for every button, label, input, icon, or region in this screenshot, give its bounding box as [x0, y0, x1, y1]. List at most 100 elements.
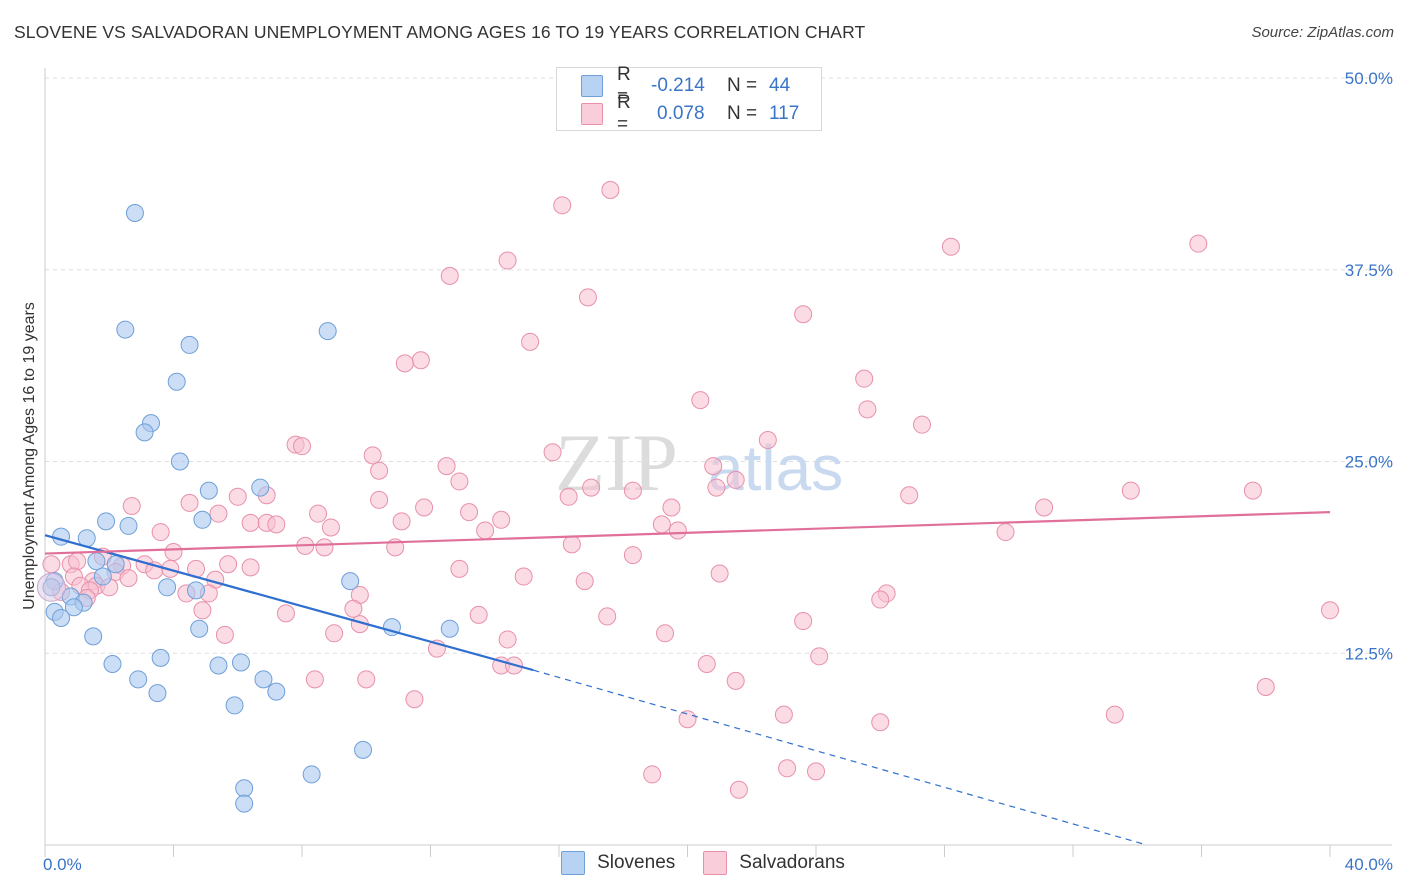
salvadorans-point — [498, 630, 517, 649]
legend-row-salvadorans: R = 0.078 N = 117 — [581, 92, 800, 135]
salvadorans-point — [913, 415, 932, 434]
salvadorans-point — [164, 543, 183, 562]
slovenes-point — [129, 670, 148, 689]
salvadorans-point — [514, 567, 533, 586]
salvadorans-point — [450, 559, 469, 578]
salvadorans-point — [575, 572, 594, 591]
y-axis-label: Unemployment Among Ages 16 to 19 years — [21, 302, 38, 610]
salvadorans-point — [704, 457, 723, 476]
salvadorans-point — [656, 624, 675, 643]
slovenes-point — [231, 653, 250, 672]
watermark: ZIP atlas — [555, 417, 843, 508]
salvadorans-point — [392, 512, 411, 531]
slovenes-point — [148, 684, 167, 703]
slovenes-point — [341, 572, 360, 591]
salvadorans-trend-line — [44, 511, 1331, 555]
slovenes-point — [119, 516, 138, 535]
salvadorans-point — [543, 443, 562, 462]
slovenes-point — [87, 552, 106, 571]
n-label: N = — [727, 103, 758, 124]
salvadorans-point — [415, 498, 434, 517]
slovenes-point — [97, 512, 116, 531]
n-label: N = — [727, 75, 758, 96]
slovenes-points — [36, 203, 459, 813]
r-value: -0.214 — [651, 75, 705, 96]
salvadorans-point — [193, 601, 212, 620]
slovenes-point — [254, 670, 273, 689]
slovenes-point — [235, 779, 254, 798]
salvadorans-legend-label: Salvadorans — [739, 852, 845, 873]
salvadorans-point — [411, 351, 430, 370]
salvadorans-point — [469, 605, 488, 624]
legend-item-slovenes[interactable]: Slovenes — [561, 851, 675, 875]
salvadorans-point — [309, 504, 328, 523]
salvadorans-point — [305, 670, 324, 689]
salvadorans-point — [794, 305, 813, 324]
salvadorans-point — [122, 496, 141, 515]
salvadorans-point — [726, 671, 745, 690]
salvadorans-point — [405, 690, 424, 709]
salvadorans-point — [395, 354, 414, 373]
n-value: 44 — [769, 75, 791, 96]
salvadorans-point — [598, 607, 617, 626]
salvadorans-point — [498, 251, 517, 270]
slovenes-trend-extension — [533, 669, 1148, 846]
n-value: 117 — [769, 103, 800, 124]
salvadorans-point — [729, 780, 748, 799]
salvadorans-point — [758, 431, 777, 450]
slovenes-legend-label: Slovenes — [597, 852, 676, 873]
slovenes-point — [251, 478, 270, 497]
slovenes-point — [167, 372, 186, 391]
slovenes-point — [186, 581, 205, 600]
chart-title: SLOVENE VS SALVADORAN UNEMPLOYMENT AMONG… — [14, 22, 866, 42]
salvadorans-point — [315, 538, 334, 557]
slovenes-swatch — [581, 75, 603, 97]
salvadorans-point — [363, 446, 382, 465]
x-tick-label: 40.0% — [1345, 855, 1393, 874]
salvadorans-point — [293, 437, 311, 456]
salvadorans-point — [209, 504, 228, 523]
legend-item-salvadorans[interactable]: Salvadorans — [703, 851, 845, 875]
salvadorans-point — [219, 555, 238, 574]
salvadorans-point — [855, 369, 874, 388]
slovenes-trend-line — [44, 534, 534, 672]
salvadorans-point — [582, 478, 601, 497]
slovenes-point — [235, 794, 254, 813]
salvadorans-point — [450, 472, 469, 491]
slovenes-point — [84, 627, 103, 646]
salvadorans-swatch — [581, 103, 603, 125]
salvadorans-point — [325, 624, 344, 643]
trend-lines — [44, 511, 1331, 846]
slovenes-point — [125, 203, 144, 222]
salvadorans-point — [1121, 481, 1140, 500]
salvadorans-point — [151, 523, 170, 542]
salvadorans-point — [601, 180, 620, 199]
slovenes-point — [190, 619, 209, 638]
salvadorans-point — [871, 713, 890, 732]
salvadorans-point — [241, 558, 260, 577]
salvadorans-point — [652, 515, 671, 534]
slovenes-point — [158, 578, 177, 597]
y-tick-label: 50.0% — [1345, 69, 1393, 88]
slovenes-point — [64, 598, 83, 617]
salvadorans-point — [1035, 498, 1054, 517]
salvadorans-point — [68, 552, 87, 571]
salvadorans-point — [1321, 601, 1339, 620]
salvadorans-point — [578, 288, 597, 307]
y-tick-label: 12.5% — [1345, 644, 1393, 663]
salvadorans-point — [726, 470, 745, 489]
salvadorans-point — [707, 478, 726, 497]
salvadorans-point — [871, 590, 890, 609]
salvadorans-point — [778, 759, 797, 778]
slovenes-point — [199, 481, 218, 500]
slovenes-point — [52, 527, 71, 546]
tick-labels: 12.5% 25.0% 37.5% 50.0% 0.0% 40.0% — [43, 69, 1393, 874]
salvadorans-point — [1256, 677, 1275, 696]
salvadorans-point — [941, 237, 960, 256]
salvadorans-point — [521, 332, 540, 351]
axes — [44, 68, 1392, 857]
salvadorans-point — [643, 765, 662, 784]
salvadorans-point — [710, 564, 729, 583]
x-tick-label: 0.0% — [43, 855, 82, 874]
